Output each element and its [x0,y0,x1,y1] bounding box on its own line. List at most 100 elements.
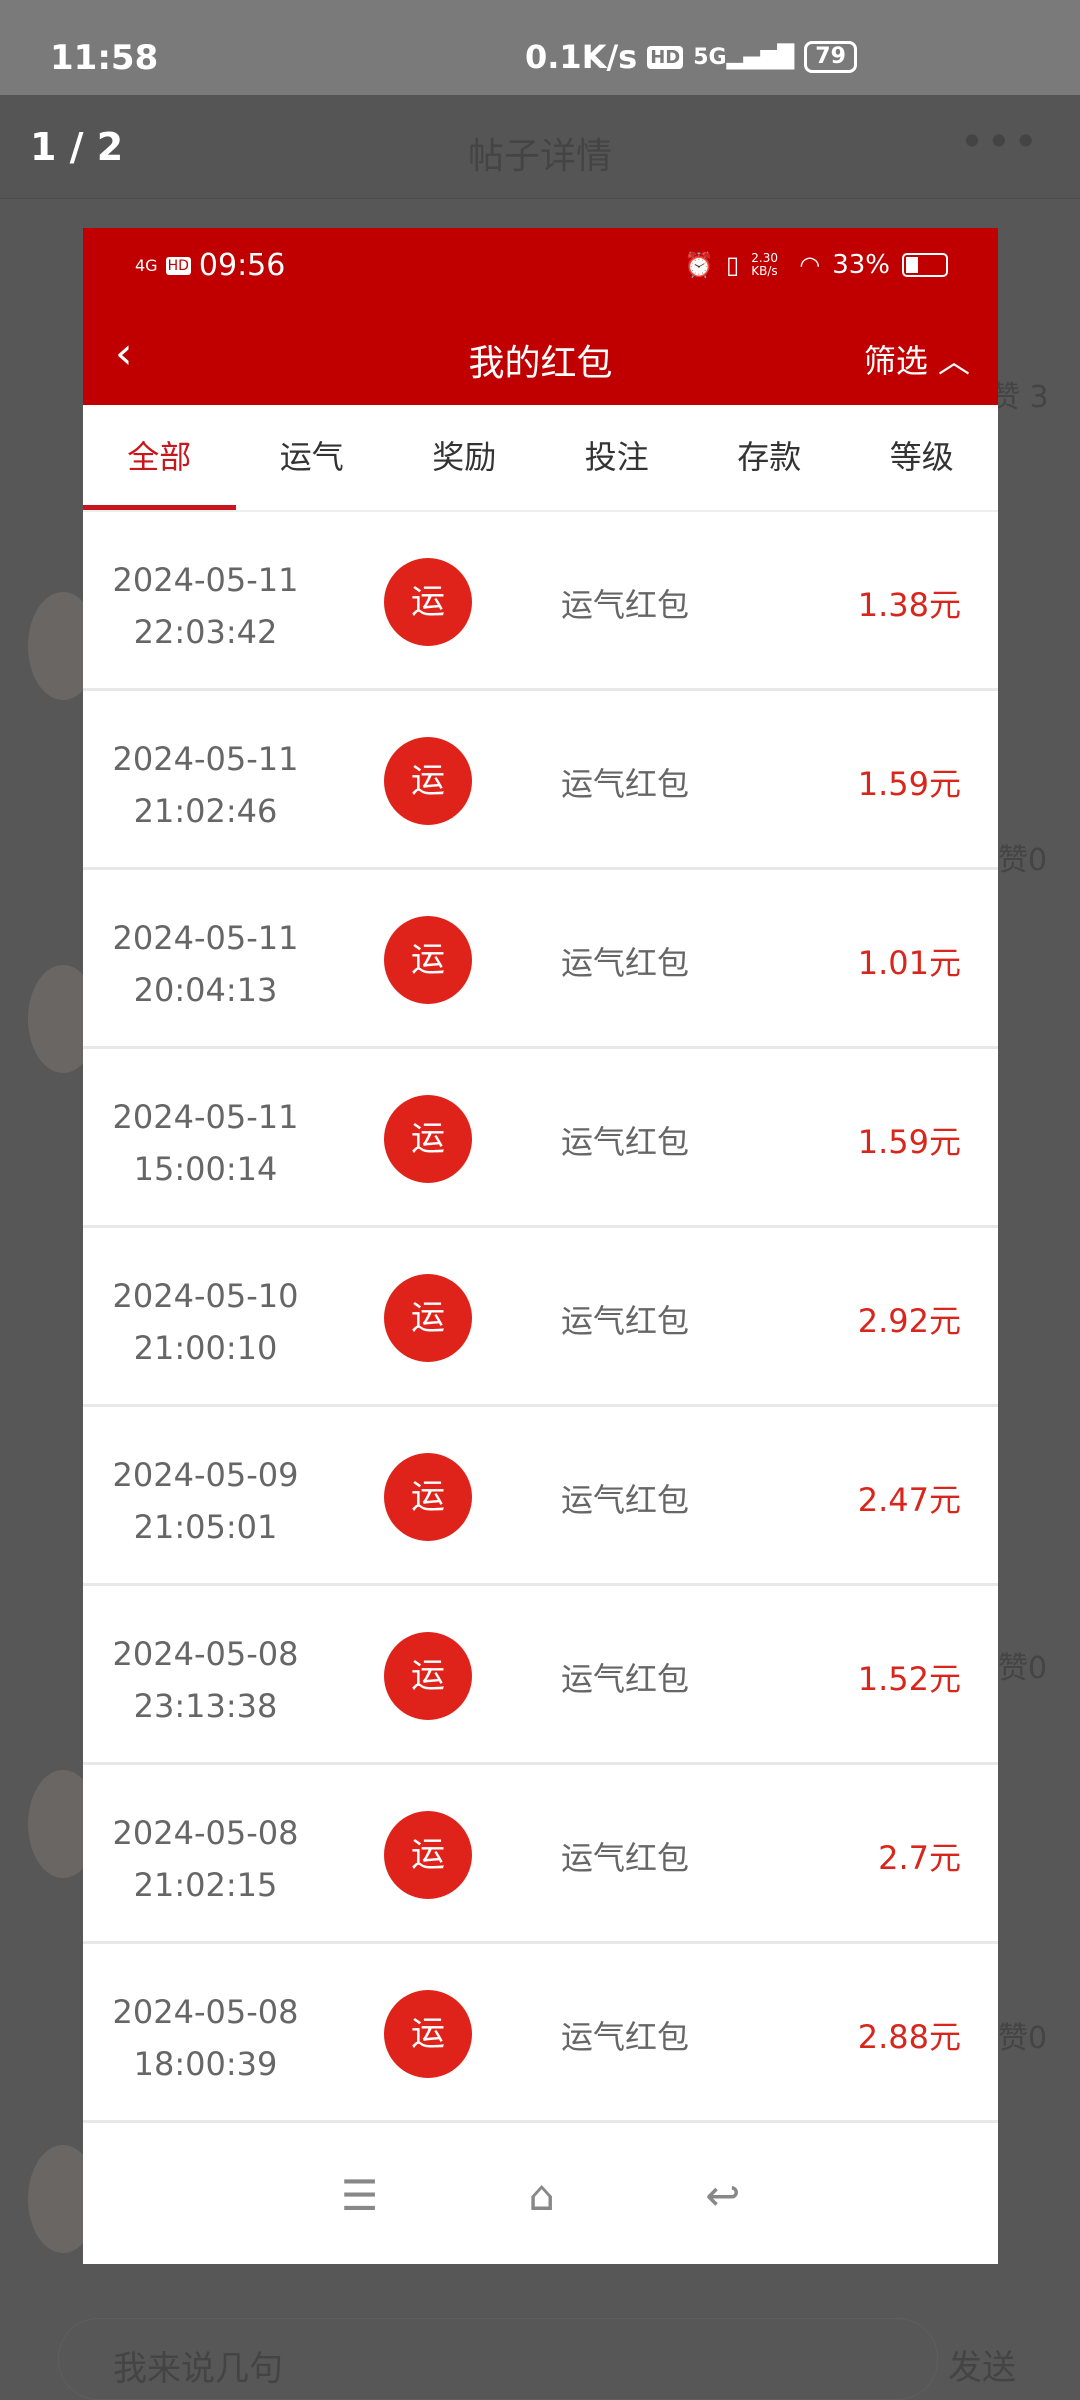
tab-deposit[interactable]: 存款 [737,438,802,476]
table-row[interactable]: 2024-05-11 22:03:42 运 运气红包 1.38元 [83,512,998,691]
record-date: 2024-05-11 [112,740,299,778]
record-date: 2024-05-11 [112,919,299,957]
table-row[interactable]: 2024-05-10 21:00:10 运 运气红包 2.92元 [83,1228,998,1407]
page-indicator: 1 / 2 [30,125,124,169]
luck-badge-icon: 运 [384,1274,472,1362]
table-row[interactable]: 2024-05-11 15:00:14 运 运气红包 1.59元 [83,1049,998,1228]
record-time: 21:02:15 [133,1866,278,1904]
inner-status-bar: 4G HD 09:56 ⏰ ▯ 2.30 KB/s ◠ 33% [83,228,998,306]
page-title: 我的红包 [468,343,613,384]
record-datetime: 2024-05-08 23:13:38 [83,1628,328,1732]
likes-count: 赞0 [998,1651,1048,1686]
tab-reward[interactable]: 奖励 [432,438,497,476]
luck-badge-icon: 运 [384,1453,472,1541]
table-row[interactable]: 2024-05-08 21:02:15 运 运气红包 2.7元 [83,1765,998,1944]
record-datetime: 2024-05-09 21:05:01 [83,1449,328,1553]
clock: 11:58 [50,38,159,78]
record-amount: 1.59元 [857,1123,961,1161]
tab-level[interactable]: 等级 [889,438,954,476]
record-datetime: 2024-05-10 21:00:10 [83,1270,328,1374]
comment-input[interactable]: 我来说几句 [58,2318,938,2400]
record-type: 运气红包 [561,1660,690,1698]
record-time: 21:05:01 [133,1508,278,1546]
network-type: 4G [135,256,158,275]
record-amount: 1.52元 [857,1660,961,1698]
back-button[interactable]: ‹ [115,328,133,379]
record-time: 22:03:42 [133,613,278,651]
inner-nav-bar: ☰ ⌂ ↩ [83,2127,998,2264]
record-type: 运气红包 [561,765,690,803]
record-time: 20:04:13 [133,971,278,1009]
record-datetime: 2024-05-08 21:02:15 [83,1807,328,1911]
record-time: 15:00:14 [133,1150,278,1188]
wifi-icon: ◠ [799,251,821,279]
net-speed: 0.1K/s [525,38,638,76]
app-header: ‹ 我的红包 筛选 ︿ [83,306,998,405]
record-type: 运气红包 [561,1481,690,1519]
battery-icon [902,253,948,277]
background-header: 1 / 2 帖子详情 ••• [0,95,1080,199]
hd-icon: HD [647,45,684,69]
record-time: 18:00:39 [133,2045,278,2083]
battery-icon: 79 [804,41,857,73]
menu-icon[interactable]: ☰ [340,2171,379,2220]
record-amount: 1.59元 [857,765,961,803]
table-row[interactable]: 2024-05-11 20:04:13 运 运气红包 1.01元 [83,870,998,1049]
net-speed: 2.30 KB/s [751,251,778,278]
record-datetime: 2024-05-11 21:02:46 [83,733,328,837]
record-type: 运气红包 [561,1123,690,1161]
record-date: 2024-05-09 [112,1456,299,1494]
alarm-icon: ⏰ [684,251,715,279]
record-type: 运气红包 [561,586,690,624]
system-status-bar: 11:58 0.1K/s HD 5G▂▄▆█ 79 [0,0,1080,95]
inner-clock: 09:56 [198,248,286,283]
back-icon[interactable]: ↩ [705,2171,741,2220]
record-time: 21:00:10 [133,1329,278,1367]
record-type: 运气红包 [561,1302,690,1340]
luck-badge-icon: 运 [384,1811,472,1899]
record-datetime: 2024-05-11 22:03:42 [83,554,328,658]
tab-bet[interactable]: 投注 [584,438,649,476]
home-icon[interactable]: ⌂ [528,2171,556,2220]
record-type: 运气红包 [561,1839,690,1877]
luck-badge-icon: 运 [384,916,472,1004]
table-row[interactable]: 2024-05-11 21:02:46 运 运气红包 1.59元 [83,691,998,870]
record-amount: 2.88元 [857,2018,961,2056]
more-icon[interactable]: ••• [959,117,1040,166]
record-list: 2024-05-11 22:03:42 运 运气红包 1.38元 2024-05-… [83,512,998,2123]
luck-badge-icon: 运 [384,1632,472,1720]
record-type: 运气红包 [561,944,690,982]
record-datetime: 2024-05-11 15:00:14 [83,1091,328,1195]
luck-badge-icon: 运 [384,1095,472,1183]
record-date: 2024-05-11 [112,1098,299,1136]
send-button[interactable]: 发送 [948,2348,1016,2388]
record-datetime: 2024-05-11 20:04:13 [83,912,328,1016]
signal-icon: 5G▂▄▆█ [693,44,795,70]
vibrate-icon: ▯ [726,251,740,279]
record-time: 21:02:46 [133,792,278,830]
luck-badge-icon: 运 [384,558,472,646]
luck-badge-icon: 运 [384,737,472,825]
tab-bar: 全部 运气 奖励 投注 存款 等级 [83,405,998,512]
table-row[interactable]: 2024-05-08 18:00:39 运 运气红包 2.88元 [83,1944,998,2123]
table-row[interactable]: 2024-05-08 23:13:38 运 运气红包 1.52元 [83,1586,998,1765]
record-datetime: 2024-05-08 18:00:39 [83,1986,328,2090]
network-type: 5G [693,44,727,70]
likes-count: 赞 3 [990,380,1049,415]
tab-luck[interactable]: 运气 [279,438,344,476]
filter-button[interactable]: 筛选 ︿ [863,342,970,380]
luck-badge-icon: 运 [384,1990,472,2078]
battery-percent: 33% [832,250,890,280]
record-amount: 1.38元 [857,586,961,624]
tab-all[interactable]: 全部 [83,405,236,510]
background-title: 帖子详情 [467,136,612,177]
table-row[interactable]: 2024-05-09 21:05:01 运 运气红包 2.47元 [83,1407,998,1586]
screenshot-preview: 4G HD 09:56 ⏰ ▯ 2.30 KB/s ◠ 33% ‹ 我的红包 筛… [83,228,998,2264]
record-date: 2024-05-10 [112,1277,299,1315]
record-type: 运气红包 [561,2018,690,2056]
record-amount: 2.47元 [857,1481,961,1519]
likes-count: 赞0 [998,843,1048,878]
record-amount: 2.92元 [857,1302,961,1340]
record-date: 2024-05-08 [112,1814,299,1852]
record-amount: 2.7元 [878,1839,961,1877]
